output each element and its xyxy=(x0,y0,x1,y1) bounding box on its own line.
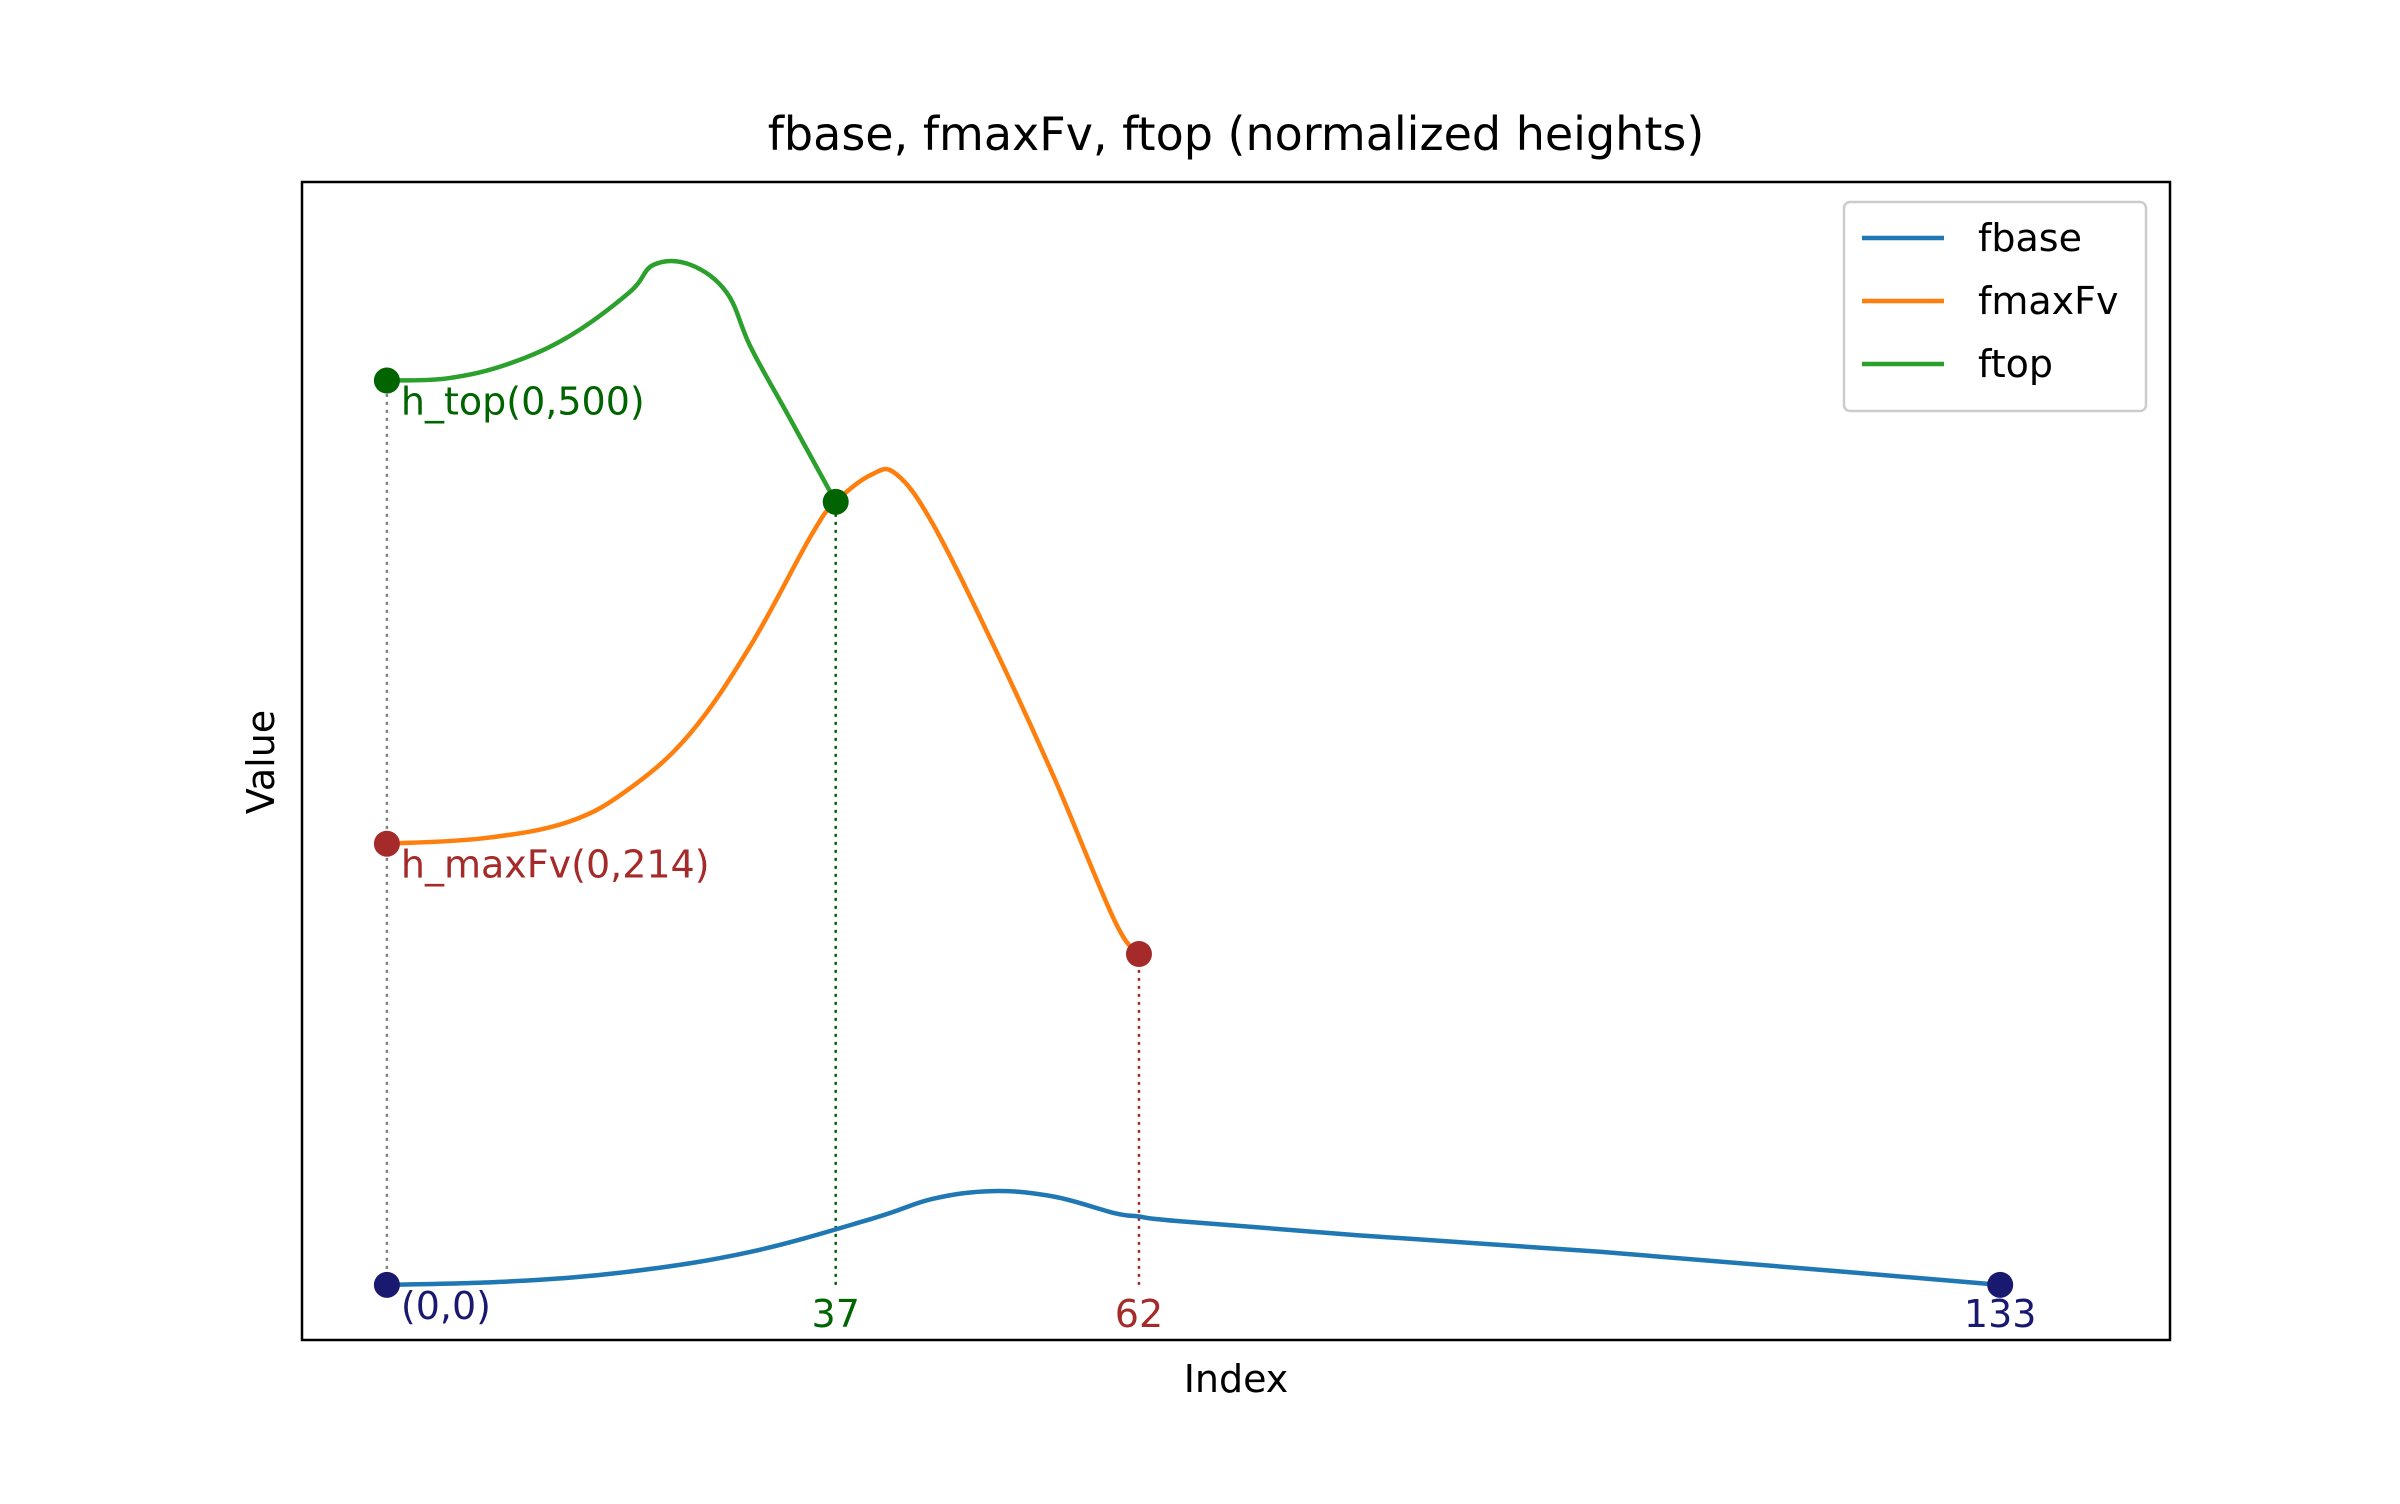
legend-label-fmaxFv: fmaxFv xyxy=(1978,279,2119,323)
plot-area: h_top(0,500) h_maxFv(0,214) (0,0) 37 62 133 xyxy=(373,258,2037,1336)
marker-point-4 xyxy=(373,1271,400,1298)
annotation-2: (0,0) xyxy=(401,1284,491,1328)
annotation-5: 133 xyxy=(1964,1292,2037,1336)
marker-point-0 xyxy=(373,367,400,394)
series-line-ftop xyxy=(384,258,838,505)
annotation-3: 37 xyxy=(812,1292,860,1336)
plot-frame xyxy=(300,180,2172,1342)
legend: fbase fmaxFv ftop xyxy=(1842,200,2148,413)
legend-label-fbase: fbase xyxy=(1978,216,2082,260)
legend-box xyxy=(1842,200,2148,413)
x-axis-label: Index xyxy=(1184,1357,1289,1401)
marker-point-1 xyxy=(822,488,849,515)
marker-point-3 xyxy=(1125,941,1152,967)
annotation-4: 62 xyxy=(1115,1292,1163,1336)
marker-point-2 xyxy=(373,830,400,857)
annotation-1: h_maxFv(0,214) xyxy=(401,843,710,887)
chart-title: fbase, fmaxFv, ftop (normalized heights) xyxy=(768,107,1705,161)
series-line-fbase xyxy=(384,1188,2003,1288)
annotation-0: h_top(0,500) xyxy=(401,380,645,424)
marker-point-5 xyxy=(1987,1271,2014,1298)
y-axis-label: Value xyxy=(239,710,283,814)
legend-label-ftop: ftop xyxy=(1978,342,2053,386)
